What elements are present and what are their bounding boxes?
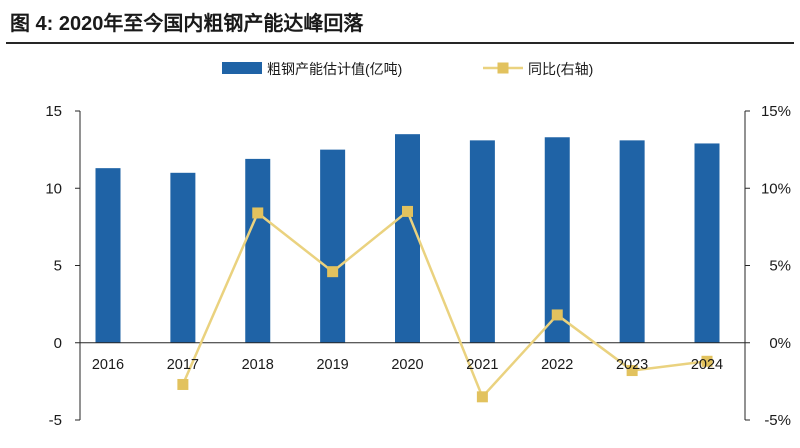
legend-swatch-bar xyxy=(222,62,262,74)
right-tick-label: 10% xyxy=(761,180,791,197)
bar-2024 xyxy=(694,143,720,343)
yoy-marker-2023 xyxy=(626,365,638,377)
x-tick-label-2022: 2022 xyxy=(541,357,573,373)
x-tick-label-2024: 2024 xyxy=(691,357,723,373)
legend-item-yoy: 同比(右轴) xyxy=(483,61,593,77)
right-tick-label: 15% xyxy=(761,103,791,120)
x-tick-label-2018: 2018 xyxy=(242,357,274,373)
yoy-marker-2024 xyxy=(701,355,713,367)
left-tick-label: -5 xyxy=(49,412,62,429)
bar-2022 xyxy=(544,137,570,343)
left-tick-label: 10 xyxy=(45,180,62,197)
x-tick-labels: 2016 2017 2018 2019 2020 2021 2022 2023 2024 xyxy=(92,357,723,373)
yoy-marker-2020 xyxy=(402,205,413,217)
yoy-marker-2017 xyxy=(177,378,189,390)
bar-2017 xyxy=(170,172,196,343)
right-tick-label: 0% xyxy=(769,335,791,352)
bar-2020 xyxy=(395,134,420,343)
legend-label-yoy: 同比(右轴) xyxy=(528,61,593,77)
bar-2023 xyxy=(619,140,645,343)
bar-2016 xyxy=(95,168,121,343)
bar-2019 xyxy=(320,149,346,343)
left-tick-label: 15 xyxy=(45,103,62,120)
legend: 粗钢产能估计值(亿吨) 同比(右轴) xyxy=(222,61,593,77)
x-tick-label-2023: 2023 xyxy=(616,357,648,373)
yoy-marker-2019 xyxy=(327,266,339,278)
right-tick-label: 5% xyxy=(769,258,791,275)
bar-2021 xyxy=(469,140,495,343)
x-tick-label-2017: 2017 xyxy=(167,357,199,373)
bar-series xyxy=(95,134,720,343)
yoy-marker-2021 xyxy=(476,391,488,403)
legend-swatch-marker xyxy=(497,62,509,74)
legend-label-capacity: 粗钢产能估计值(亿吨) xyxy=(267,61,402,77)
yoy-line xyxy=(181,210,708,399)
line-series xyxy=(177,205,713,403)
yoy-marker-2018 xyxy=(252,207,264,219)
x-tick-label-2016: 2016 xyxy=(92,357,124,373)
yoy-marker-2022 xyxy=(551,309,563,321)
axes: -5 0 5 10 15 -5% 0% 5% 10% 15% xyxy=(45,103,791,429)
left-tick-label: 5 xyxy=(54,258,62,275)
x-tick-label-2021: 2021 xyxy=(466,357,498,373)
x-tick-label-2019: 2019 xyxy=(316,357,348,373)
left-tick-label: 0 xyxy=(54,335,62,352)
bar-2018 xyxy=(245,158,271,343)
right-tick-label: -5% xyxy=(764,412,791,429)
legend-item-capacity: 粗钢产能估计值(亿吨) xyxy=(222,61,402,77)
chart-title: 图 4: 2020年至今国内粗钢产能达峰回落 xyxy=(10,11,364,35)
x-tick-label-2020: 2020 xyxy=(391,357,423,373)
